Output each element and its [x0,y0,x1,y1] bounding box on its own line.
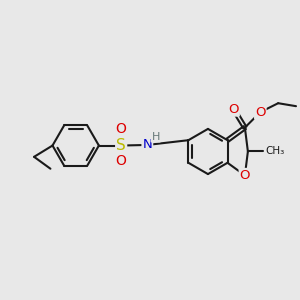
Text: O: O [116,122,127,136]
Text: O: O [228,103,239,116]
Text: O: O [255,106,266,118]
Text: H: H [152,132,160,142]
Text: O: O [116,154,127,168]
Text: O: O [240,169,250,182]
Text: CH₃: CH₃ [266,146,285,157]
Text: S: S [116,138,126,153]
Text: N: N [142,138,152,152]
